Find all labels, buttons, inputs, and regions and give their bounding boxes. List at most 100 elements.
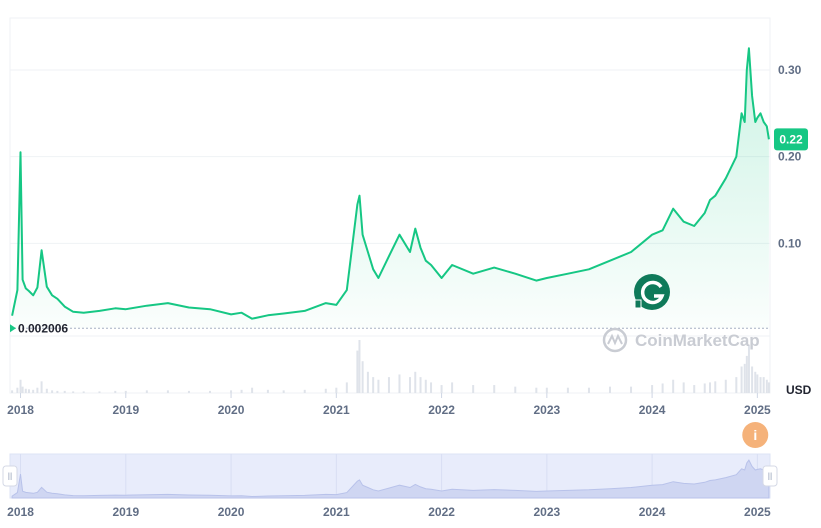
volume-bar [735, 377, 738, 393]
volume-bar [545, 387, 548, 393]
volume-bar [324, 388, 327, 393]
event-marker[interactable]: i [742, 422, 769, 448]
volume-bar [27, 389, 30, 393]
volume-bar [114, 390, 117, 393]
volume-bar [566, 387, 569, 393]
x-tick-label: 2024 [639, 403, 666, 417]
volume-bar [440, 385, 443, 393]
coinmarketcap-logo-icon [602, 327, 628, 353]
unit-label: USD [786, 383, 812, 397]
navigator-left-handle[interactable]: ll [2, 465, 18, 487]
volume-bar [11, 390, 14, 393]
volume-bar [356, 350, 359, 393]
y-tick-label: 0.20 [778, 150, 802, 164]
current-price-label: 0.22 [779, 132, 803, 146]
volume-bar [414, 371, 417, 393]
price-line[interactable] [11, 47, 770, 320]
x-tick-label: 2025 [744, 403, 771, 417]
navigator-area [11, 459, 770, 499]
volume-bar [398, 374, 401, 393]
volume-bar [451, 382, 454, 393]
volume-bar [682, 382, 685, 393]
volume-bar [765, 379, 768, 393]
range-navigator[interactable]: ll ll [2, 453, 778, 499]
start-price-label: 0.002006 [18, 321, 68, 335]
volume-bar [703, 383, 706, 393]
volume-bar [361, 361, 364, 393]
volume-bar [430, 382, 433, 393]
volume-bar [756, 374, 759, 393]
g-badge-icon[interactable] [634, 274, 670, 310]
volume-bar [63, 390, 66, 393]
volume-bar [335, 387, 338, 393]
navigator-tick-label: 2019 [112, 505, 139, 519]
volume-bar [45, 388, 48, 393]
volume-bar [32, 389, 35, 393]
volume-bar [82, 391, 85, 393]
volume-bar [409, 377, 411, 393]
volume-bar [587, 387, 590, 393]
volume-bar [762, 377, 765, 393]
volume-bar [767, 382, 770, 393]
volume-bar [630, 386, 633, 393]
volume-bar [372, 377, 375, 393]
x-tick-label: 2023 [533, 403, 560, 417]
navigator-tick-label: 2020 [218, 505, 245, 519]
volume-bar [693, 385, 696, 393]
volume-bar [98, 391, 101, 393]
volume-bar [724, 379, 727, 393]
navigator-tick-label: 2025 [744, 505, 771, 519]
volume-bar [609, 386, 611, 393]
volume-bar [472, 385, 475, 393]
volume-bar [303, 389, 306, 393]
volume-bar [387, 377, 390, 393]
navigator-x-axis: 2018 2019 2020 2021 2022 2023 2024 2025 [7, 505, 771, 519]
y-axis: 0.10 0.20 0.30 [778, 63, 802, 250]
x-tick-label: 2022 [428, 403, 455, 417]
navigator-tick-label: 2018 [7, 505, 34, 519]
volume-bar [209, 390, 211, 393]
volume-bar [651, 385, 654, 393]
volume-bar [187, 390, 190, 393]
volume-bars [11, 340, 770, 393]
y-tick-label: 0.30 [778, 63, 802, 77]
volume-bar [747, 345, 750, 393]
volume-bar [19, 379, 22, 393]
volume-bar [40, 381, 43, 393]
current-price-badge: 0.22 [774, 128, 808, 151]
volume-bar [345, 382, 348, 393]
volume-bar [36, 387, 39, 393]
volume-bar [24, 388, 27, 393]
volume-bar [282, 390, 285, 393]
navigator-right-handle[interactable]: ll [762, 465, 778, 487]
watermark-text: CoinMarketCap [635, 331, 760, 350]
volume-bar [366, 371, 369, 393]
volume-bar [56, 390, 59, 393]
volume-bar [266, 389, 269, 393]
volume-bar [240, 389, 243, 393]
volume-bar [230, 390, 233, 393]
volume-bar [145, 390, 148, 393]
volume-bar [251, 387, 254, 393]
volume-bar [124, 390, 127, 393]
volume-bar [21, 386, 24, 393]
start-price-marker: 0.002006 [10, 321, 68, 335]
x-tick-label: 2018 [7, 403, 34, 417]
x-axis: 2018 2019 2020 2021 2022 2023 2024 2025 [7, 393, 771, 417]
volume-bar [72, 391, 75, 393]
y-tick-label: 0.10 [778, 236, 802, 250]
volume-bar [16, 387, 19, 393]
x-tick-label: 2021 [323, 403, 350, 417]
navigator-tick-label: 2022 [428, 505, 455, 519]
volume-bar [514, 386, 517, 393]
left-handle-grip: ll [8, 472, 12, 483]
volume-bar [759, 377, 762, 393]
volume-bar [672, 379, 675, 393]
volume-bar [424, 379, 427, 393]
x-tick-label: 2020 [218, 403, 245, 417]
price-area [12, 48, 769, 329]
volume-bar [377, 379, 380, 393]
volume-bar [709, 382, 711, 393]
navigator-tick-label: 2023 [533, 505, 560, 519]
